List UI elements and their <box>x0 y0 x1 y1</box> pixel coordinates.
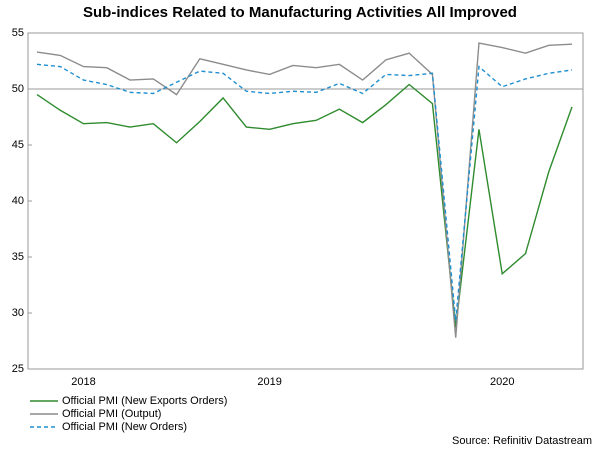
chart-title: Sub-indices Related to Manufacturing Act… <box>83 4 517 21</box>
y-tick-label: 30 <box>12 307 24 319</box>
x-tick-label: 2020 <box>490 376 514 388</box>
plot-frame <box>27 32 584 370</box>
x-tick-label: 2018 <box>71 376 95 388</box>
x-tick-label: 2019 <box>257 376 281 388</box>
y-tick-label: 35 <box>12 251 24 263</box>
legend-label: Official PMI (New Exports Orders) <box>62 395 227 407</box>
series-line <box>36 63 573 321</box>
y-tick-label: 55 <box>12 27 24 39</box>
series-line <box>36 83 573 328</box>
y-tick-label: 25 <box>12 363 24 375</box>
legend-label: Official PMI (New Orders) <box>62 421 187 433</box>
series-line <box>36 42 573 338</box>
y-tick-label: 45 <box>12 139 24 151</box>
y-tick-label: 50 <box>12 83 24 95</box>
y-tick-label: 40 <box>12 195 24 207</box>
source: Source: Refinitiv Datastream <box>452 435 592 447</box>
legend-label: Official PMI (Output) <box>62 408 161 420</box>
